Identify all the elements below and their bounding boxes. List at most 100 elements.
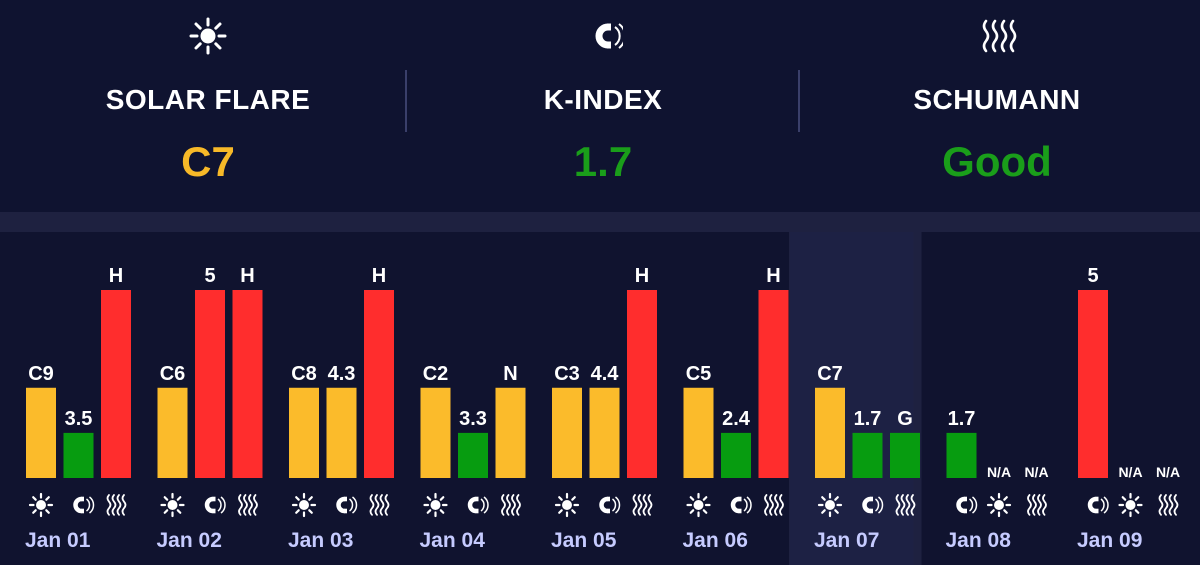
bar-label: N [503,363,517,385]
bar-label: N/A [1156,464,1180,480]
magnet-icon [1087,496,1109,514]
waves-icon [106,494,127,516]
bar-label: 3.5 [65,408,93,430]
day-group: C9 3.5 H Jan 01 [25,265,131,552]
date-label: Jan 03 [288,529,353,552]
bar-label: H [109,265,123,287]
sun-icon [291,492,317,518]
bar-label: 3.3 [459,408,487,430]
bar-label: C2 [423,363,449,385]
bar [232,290,263,478]
bar [552,387,582,478]
waves-icon [238,494,258,516]
magnet-icon [730,496,752,514]
waves-icon [501,494,521,516]
bar-label: C6 [160,363,186,385]
sun-icon [160,492,185,518]
forecast-bar-chart: C9 3.5 H Jan 01 C6 5 H Jan 02 C8 4.3 H Jan 03 C2 3.3 N… [0,232,1200,565]
date-label: Jan 06 [683,529,748,552]
day-group: C5 2.4 H Jan 06 [683,265,789,552]
bar-label: C5 [686,363,712,385]
bar-label: H [240,265,254,287]
bar [683,387,714,478]
bar-label: N/A [1118,464,1142,480]
header-divider [405,70,407,132]
waves-icon [1027,494,1047,516]
waves-icon [764,494,784,516]
bar-label: C3 [554,363,580,385]
bar-label: 4.4 [591,363,620,385]
bar [852,432,883,478]
day-group: C3 4.4 H Jan 05 [551,265,657,552]
bar [758,290,789,478]
waves-icon [797,14,1197,58]
day-group: C2 3.3 N Jan 04 [420,363,526,552]
magnet-icon [599,496,621,514]
bar-label: 4.3 [328,363,356,385]
bar-label: H [766,265,780,287]
bar [195,290,225,478]
magnet-icon [403,14,803,58]
bar-label: G [897,408,913,430]
bar [101,290,131,478]
bar [458,432,488,478]
solar-flare-metric: SOLAR FLARE C7 [8,0,408,212]
sun-icon [817,492,843,518]
bar [890,432,920,478]
date-label: Jan 08 [946,529,1012,552]
bar-label: 1.7 [854,408,882,430]
bar-label: H [372,265,386,287]
magnet-icon [336,496,358,514]
bar-label: N/A [1024,464,1048,480]
bar-label: H [635,265,649,287]
bar [1078,290,1108,478]
sun-icon [8,14,408,58]
waves-icon [1158,494,1179,516]
sun-icon [986,492,1012,518]
bar [326,387,357,478]
bar-label: C9 [28,363,54,385]
sun-icon [554,492,580,518]
bar [721,432,751,478]
magnet-icon [204,496,226,514]
daily-forecast-chart: C9 3.5 H Jan 01 C6 5 H Jan 02 C8 4.3 H Jan 03 C2 3.3 N… [0,232,1200,565]
sun-icon [686,492,711,518]
date-label: Jan 04 [420,529,486,552]
solar-flare-value: C7 [181,138,235,185]
k-index-label: K-INDEX [543,84,663,115]
magnet-icon [956,496,978,514]
bar [627,290,657,478]
bar [420,387,451,478]
bar-label: 2.4 [722,408,751,430]
magnet-icon [467,496,489,514]
bar [364,290,394,478]
waves-icon [632,494,653,516]
sun-icon [1118,492,1143,518]
day-group: 1.7 N/A N/A Jan 08 [946,408,1049,552]
k-index-metric: K-INDEX 1.7 [403,0,803,212]
day-group: C8 4.3 H Jan 03 [288,265,394,552]
current-conditions-header: SOLAR FLARE C7 K-INDEX 1.7 [0,0,1200,212]
bar [946,432,977,478]
column-separator [913,232,922,565]
column-separator [789,232,790,565]
waves-icon [895,494,916,516]
bar [815,387,845,478]
sun-icon [28,492,54,518]
header-divider [798,70,800,132]
bar-label: 5 [204,265,215,287]
sun-icon [423,492,448,518]
solar-flare-label: SOLAR FLARE [105,84,311,115]
k-index-value: 1.7 [573,138,633,185]
bar [289,387,319,478]
day-group: C7 1.7 G Jan 07 [814,363,920,552]
date-label: Jan 05 [551,529,617,552]
date-label: Jan 09 [1077,529,1142,552]
bar [589,387,620,478]
schumann-value: Good [942,138,1052,185]
schumann-label: SCHUMANN [913,84,1081,115]
magnet-icon [73,496,95,514]
date-label: Jan 01 [25,529,91,552]
bar-label: 1.7 [948,408,976,430]
bar [26,387,56,478]
